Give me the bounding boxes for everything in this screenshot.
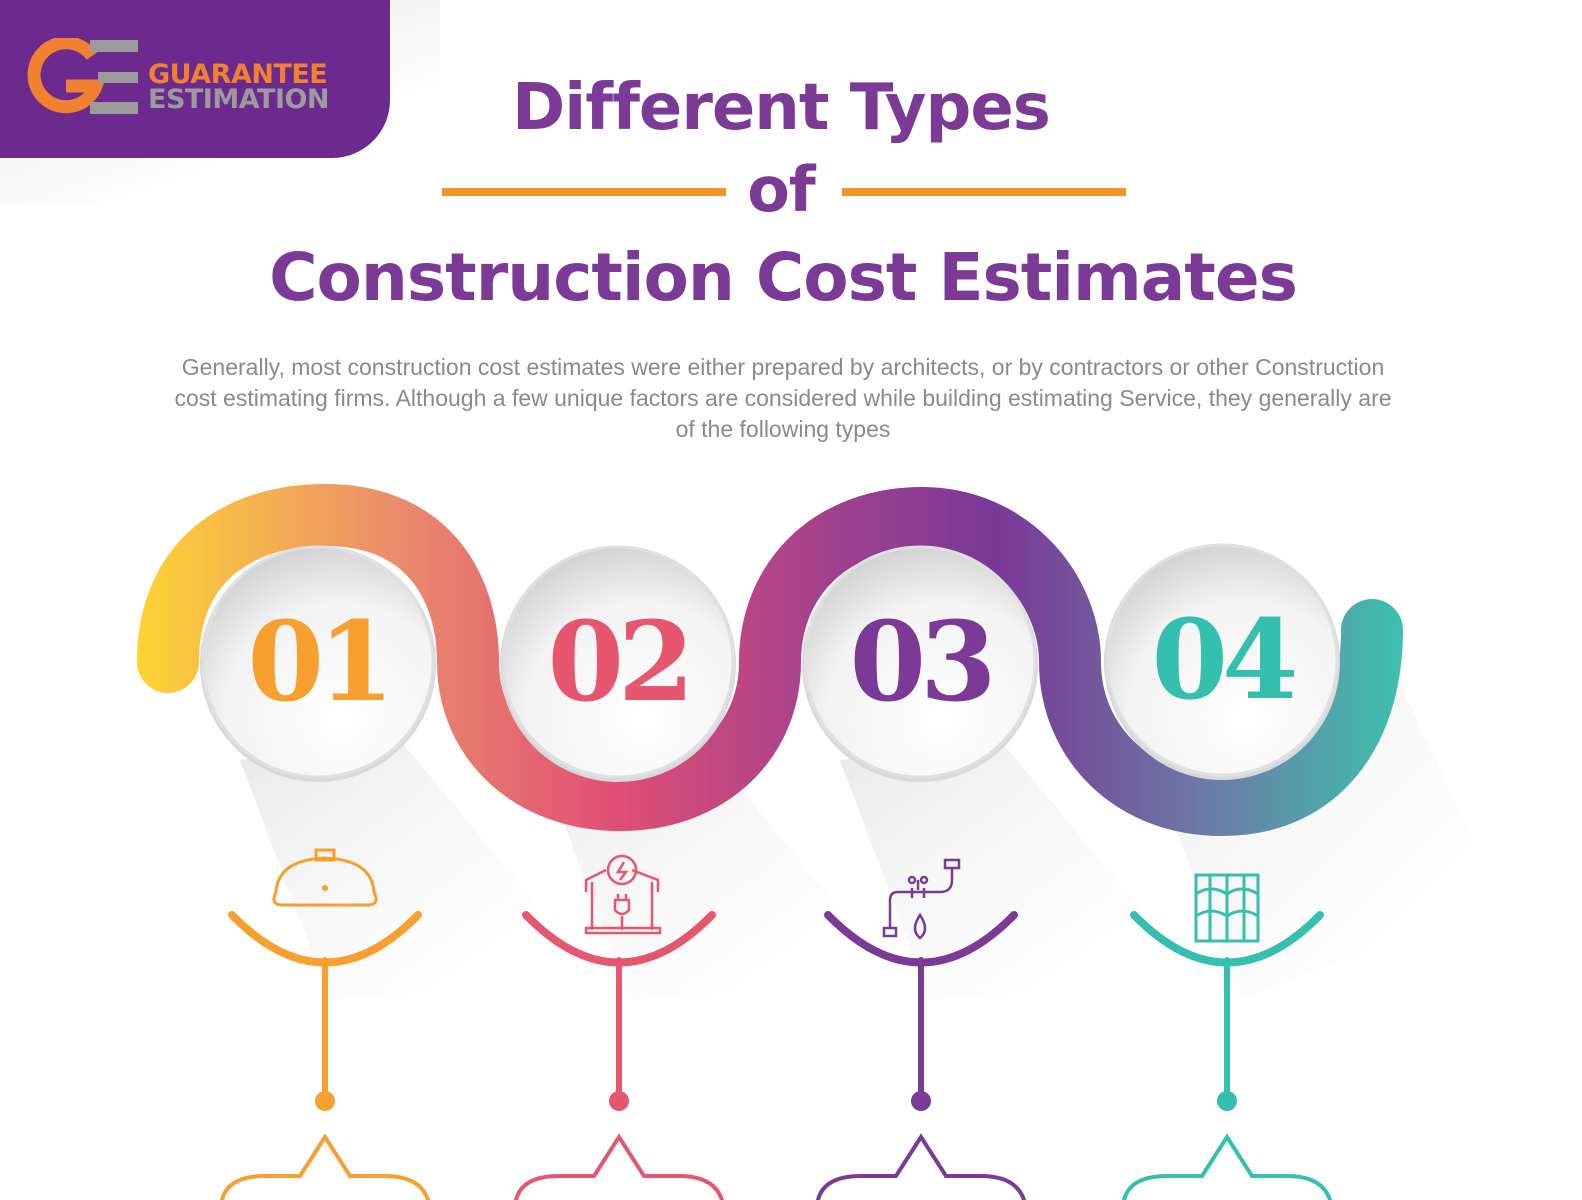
- step-3-number: 03: [849, 597, 996, 726]
- title-rule-left: [442, 188, 726, 196]
- title-line2: of: [747, 153, 816, 226]
- title-rule-right: [842, 188, 1126, 196]
- ge-logo-mark-icon: [27, 38, 138, 114]
- step-4-connector: [1122, 911, 1332, 1200]
- logo-wordmark: GUARANTEE ESTIMATION: [148, 59, 330, 115]
- logo-banner[interactable]: GUARANTEE ESTIMATION: [0, 0, 390, 158]
- wave-ribbon: [137, 483, 1403, 837]
- step-4-number: 04: [1151, 595, 1298, 724]
- intro-description: Generally, most construction cost estima…: [174, 354, 1392, 442]
- step-circles: [200, 543, 1340, 782]
- step-2-connector: [514, 911, 724, 1200]
- title-line3: Construction Cost Estimates: [269, 239, 1298, 316]
- logo-line2: ESTIMATION: [148, 84, 330, 115]
- plumbing-pipe-icon: [882, 858, 961, 940]
- title-line1: Different Types: [512, 71, 1051, 145]
- step-3-connector: [816, 911, 1026, 1200]
- roof-tiles-icon: [1194, 873, 1260, 943]
- step-1-number: 01: [247, 597, 394, 726]
- hard-hat-icon: [272, 848, 378, 907]
- electrical-house-icon: [584, 854, 662, 935]
- step-1-connector: [220, 911, 430, 1200]
- logo-line1: GUARANTEE: [148, 59, 328, 90]
- step-2-number: 02: [547, 597, 694, 726]
